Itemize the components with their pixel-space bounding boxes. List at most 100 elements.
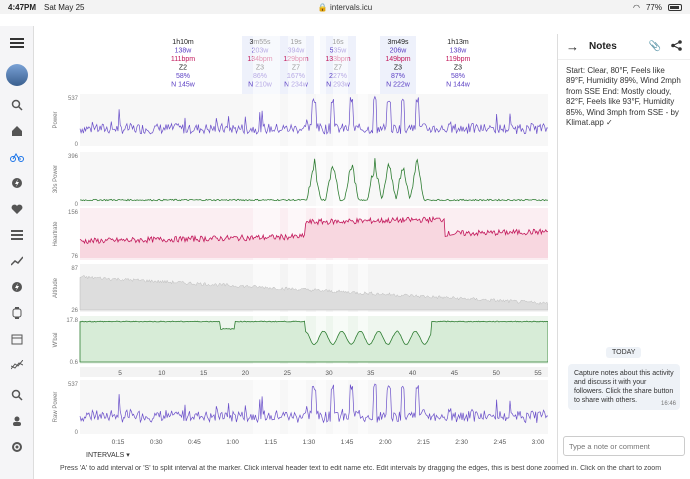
- home-icon[interactable]: [6, 120, 28, 142]
- km-tick-label: 50: [493, 370, 501, 377]
- interval-dur: 3m49s: [387, 39, 409, 46]
- arrow-right-icon[interactable]: →: [566, 39, 579, 54]
- note-input[interactable]: [563, 436, 685, 456]
- time-tick-label: 2:15: [417, 439, 430, 446]
- km-tick-label: 10: [158, 370, 166, 377]
- interval-header-bg: [380, 36, 416, 94]
- km-tick-label: 30: [325, 370, 333, 377]
- calendar-icon[interactable]: [6, 328, 28, 350]
- trend-icon[interactable]: [6, 250, 28, 272]
- url-bar[interactable]: 🔒 intervals.icu: [317, 2, 373, 12]
- weather-note: Start: Clear, 80°F, Feels like 89°F, Hum…: [566, 66, 681, 127]
- time-tick-label: 1:45: [341, 439, 354, 446]
- watch-icon[interactable]: [6, 302, 28, 324]
- notes-tip: Capture notes about this activity and di…: [568, 364, 680, 411]
- alt-min-label: 26: [71, 308, 78, 314]
- power30-series: [79, 158, 549, 202]
- bike-icon[interactable]: [6, 146, 28, 168]
- time-tick-label: 2:30: [455, 439, 468, 446]
- power-max-label: 537: [68, 96, 79, 102]
- sidebar: [0, 26, 34, 479]
- chevron-down-icon: ▾: [126, 452, 130, 459]
- alt-max-label: 87: [71, 266, 78, 272]
- intervals-dropdown-label: INTERVALS: [86, 452, 125, 459]
- wbal-min-label: 0.6: [70, 360, 79, 366]
- attachment-icon[interactable]: 📎: [648, 41, 661, 52]
- km-axis-bg: [80, 367, 548, 377]
- interval-zone: Z2: [179, 65, 187, 72]
- interval-np: N 145w: [171, 82, 196, 89]
- notes-title: Notes: [589, 41, 617, 52]
- today-divider: TODAY: [606, 347, 642, 358]
- footer-hint: Press 'A' to add interval or 'S' to spli…: [60, 465, 662, 472]
- km-tick-label: 40: [409, 370, 417, 377]
- interval-w: 206w: [390, 48, 408, 55]
- time-tick-label: 1:00: [226, 439, 239, 446]
- time-tick-label: 2:45: [493, 439, 506, 446]
- search-icon[interactable]: [6, 94, 28, 116]
- time-tick-label: 1:15: [264, 439, 277, 446]
- km-tick-label: 35: [367, 370, 375, 377]
- raw-power-series: [79, 383, 548, 424]
- battery-text: 77%: [645, 2, 662, 12]
- fitness-icon[interactable]: [6, 172, 28, 194]
- interval-bpm: 119bpm: [446, 56, 471, 63]
- interval-pct: 87%: [391, 73, 405, 80]
- interval-np: N 144w: [446, 82, 471, 89]
- raw-max-label: 537: [68, 382, 79, 388]
- power-min-label: 0: [75, 142, 79, 148]
- hr-max-label: 156: [68, 210, 79, 216]
- time-tick-label: 0:45: [188, 439, 201, 446]
- km-tick-label: 20: [242, 370, 250, 377]
- hr-area: [80, 217, 548, 258]
- search-athletes-icon[interactable]: [6, 384, 28, 406]
- alt-axis-label: Altitude: [53, 277, 59, 298]
- km-tick-label: 25: [284, 370, 292, 377]
- heart-icon[interactable]: [6, 198, 28, 220]
- wbal-max-label: 17.8: [66, 318, 78, 324]
- interval-dur: 1h13m: [447, 39, 469, 46]
- share-icon[interactable]: [671, 39, 682, 54]
- raw-axis-label: Raw Power: [53, 392, 59, 423]
- wbal-axis-label: W'bal: [53, 333, 59, 348]
- time-tick-label: 0:15: [112, 439, 125, 446]
- wifi-icon: ◠: [633, 2, 640, 12]
- hr-min-label: 76: [71, 254, 78, 260]
- url-text: intervals.icu: [329, 2, 373, 12]
- intervals-dropdown[interactable]: INTERVALS ▾: [86, 451, 130, 459]
- time-tick-label: 0:30: [150, 439, 163, 446]
- battery-icon: [668, 3, 682, 11]
- interval-zone: Z3: [394, 65, 402, 72]
- interval-pct: 58%: [451, 73, 465, 80]
- settings-icon[interactable]: [6, 436, 28, 458]
- list-icon[interactable]: [6, 224, 28, 246]
- team-icon[interactable]: [6, 410, 28, 432]
- power30-max-label: 396: [68, 154, 79, 160]
- interval-dur: 1h10m: [172, 39, 194, 46]
- power30-panel-bg: [80, 152, 548, 206]
- compare-icon[interactable]: [6, 354, 28, 376]
- power-panel-bg: [80, 94, 548, 146]
- status-time: 4:47PM: [8, 2, 37, 12]
- notes-tip-time: 16:46: [660, 400, 676, 407]
- interval-np: N 222w: [386, 82, 411, 89]
- power-curve-icon[interactable]: [6, 276, 28, 298]
- notes-header: → Notes 📎: [558, 34, 690, 60]
- interval-bpm: 111bpm: [171, 56, 195, 63]
- km-tick-label: 45: [451, 370, 459, 377]
- menu-icon[interactable]: [6, 32, 28, 54]
- power30-axis-label: 30s Power: [53, 165, 59, 193]
- hr-series: [79, 215, 549, 245]
- interval-w: 138w: [175, 48, 193, 55]
- avatar[interactable]: [5, 64, 28, 86]
- alt-area: [79, 275, 549, 311]
- power30-min-label: 0: [75, 202, 79, 208]
- power-axis-label: Power: [53, 111, 59, 128]
- time-tick-label: 3:00: [532, 439, 545, 446]
- raw-min-label: 0: [75, 430, 79, 436]
